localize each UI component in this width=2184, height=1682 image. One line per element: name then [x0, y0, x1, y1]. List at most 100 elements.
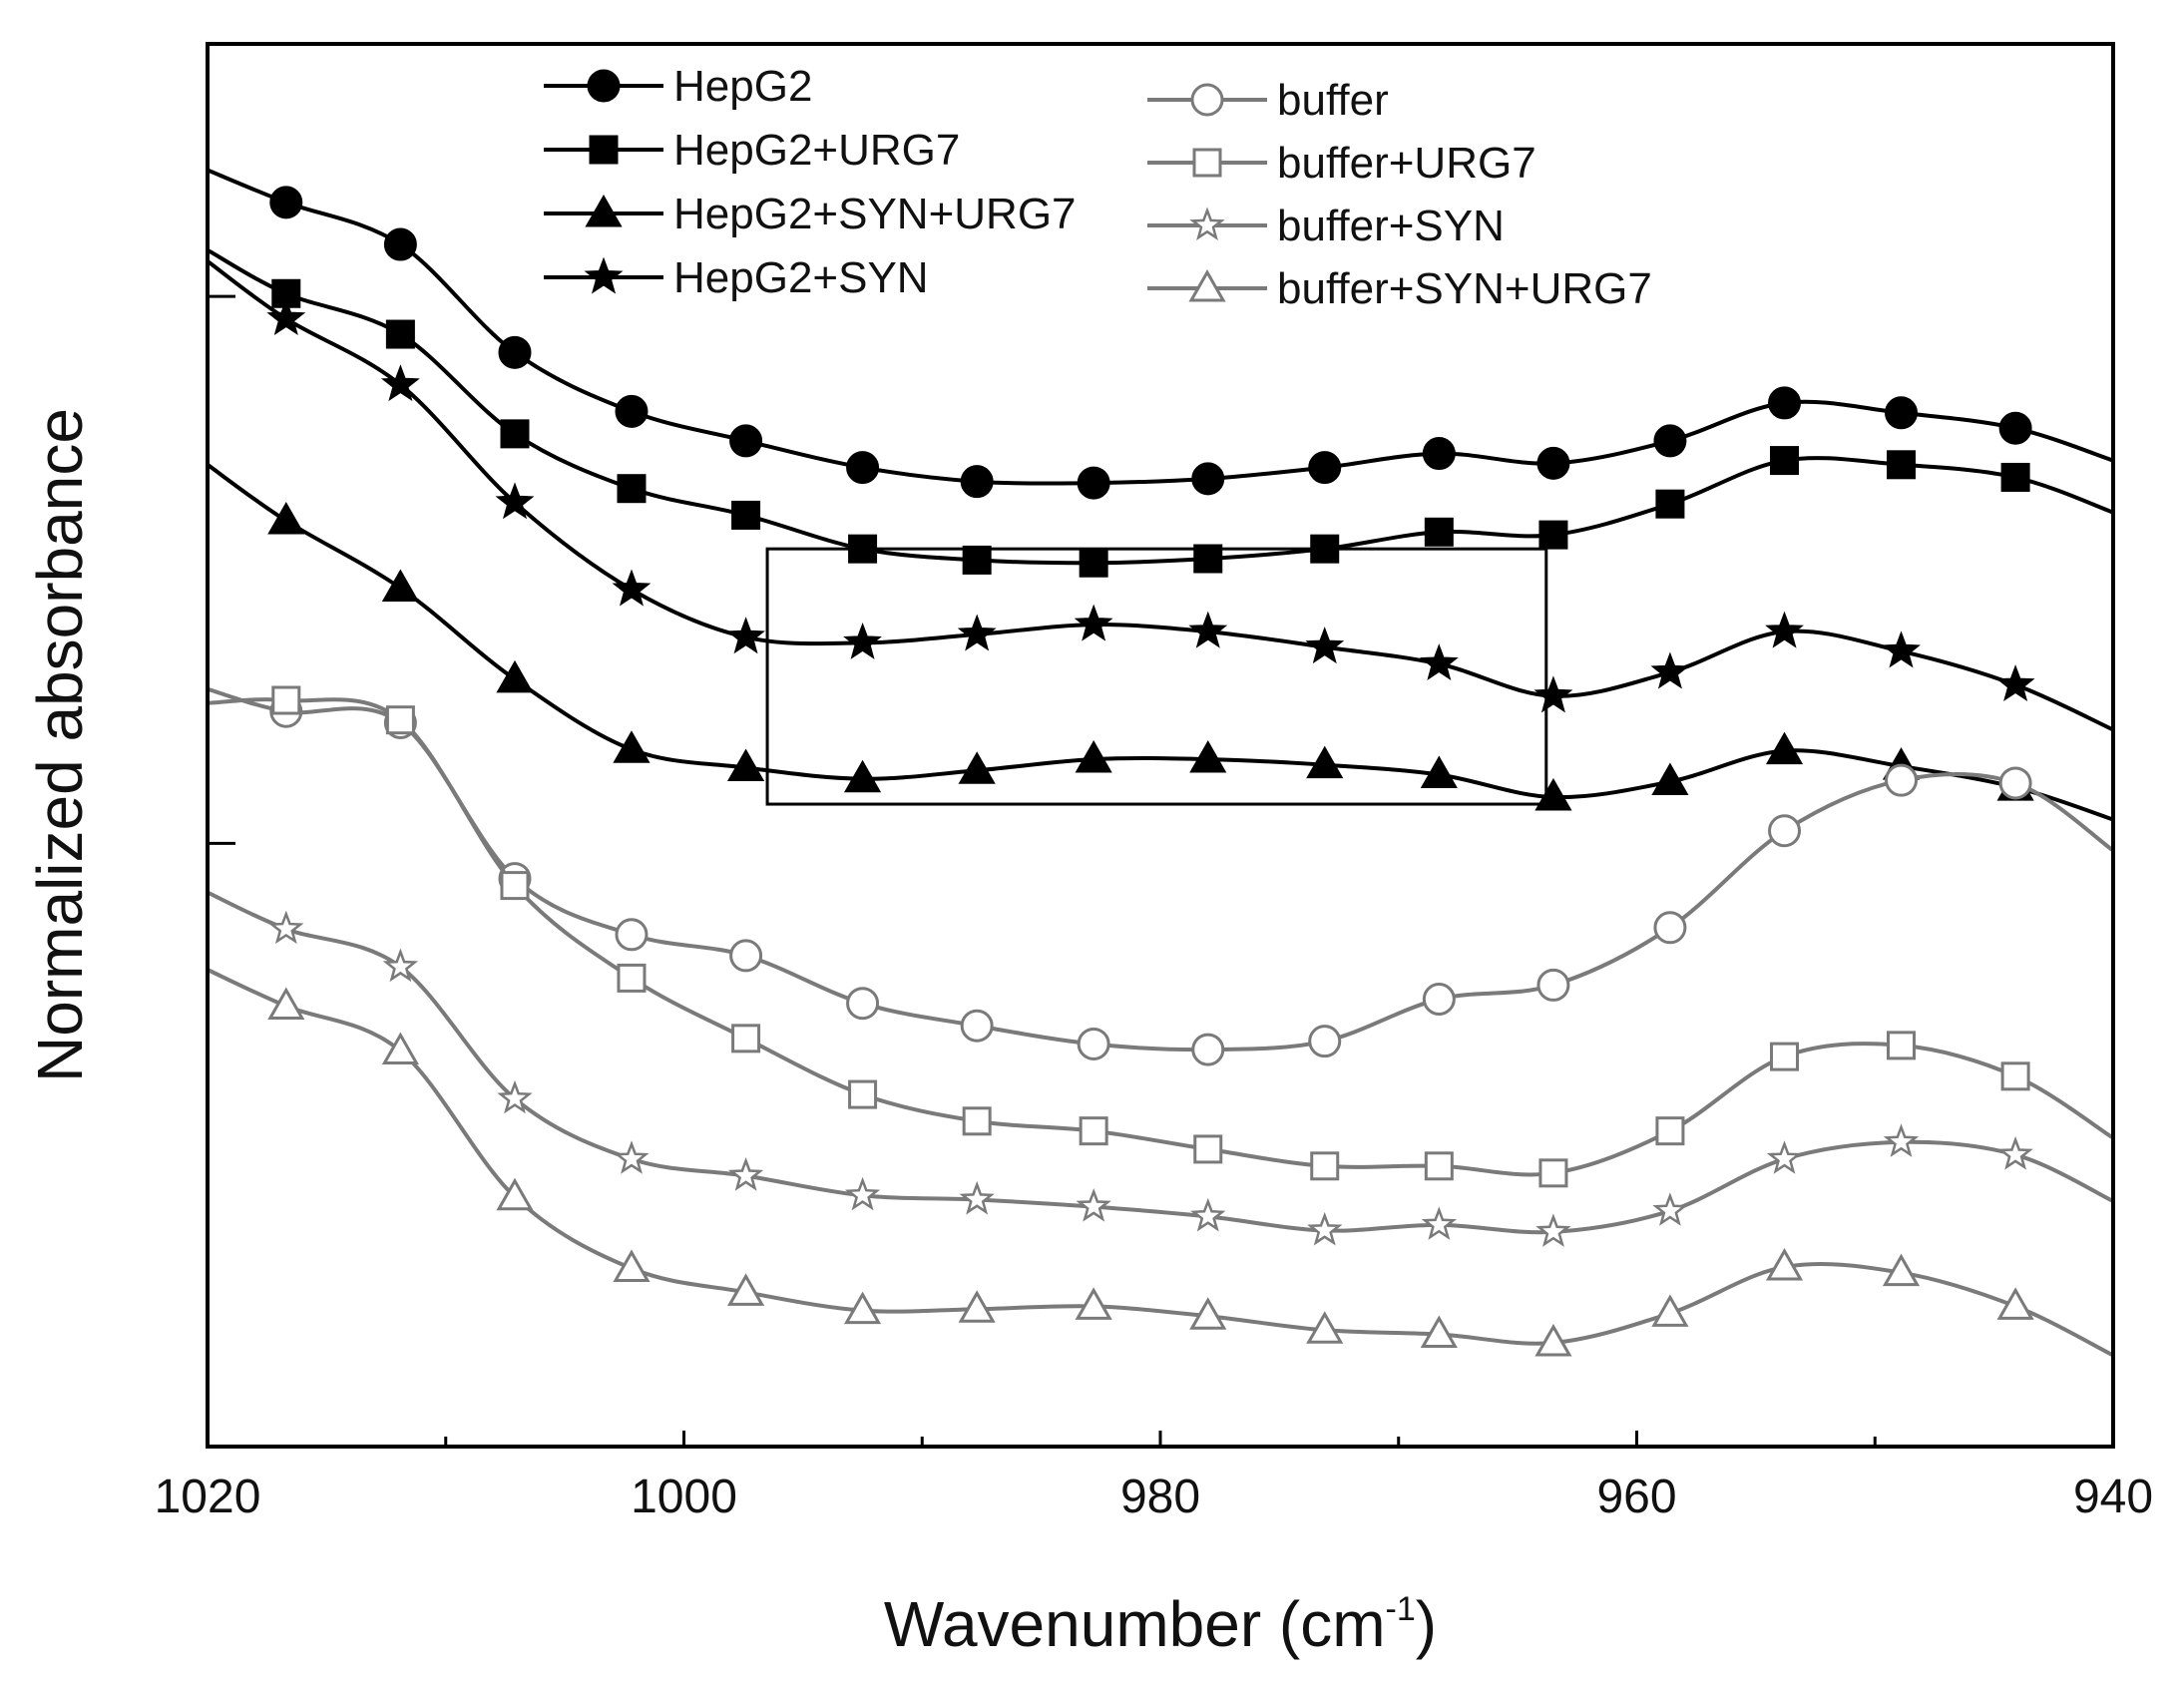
data-point [382, 948, 419, 983]
series-line [208, 259, 2113, 732]
data-point [726, 617, 765, 654]
data-point [1887, 450, 1917, 480]
data-point [731, 500, 761, 530]
data-point [960, 465, 994, 499]
data-point [1075, 1287, 1112, 1320]
data-point [1768, 386, 1802, 420]
data-point [1538, 520, 1568, 550]
data-point [1996, 1287, 2034, 1320]
legend-marker [585, 194, 623, 227]
x-axis-title: Wavenumber (cm-1) [884, 1588, 1437, 1660]
data-point [268, 910, 304, 945]
series-2 [208, 463, 2113, 822]
legend-entry: buffer+SYN [1147, 202, 1505, 250]
x-tick-label: 1020 [155, 1471, 261, 1523]
legend-label: HepG2+URG7 [673, 126, 960, 175]
data-point [729, 939, 763, 973]
data-point [1420, 755, 1458, 789]
data-point [1075, 740, 1112, 773]
data-point [615, 918, 649, 952]
x-axis-title-close: ) [1416, 1588, 1437, 1660]
data-point [731, 1024, 761, 1053]
series-7 [208, 968, 2113, 1358]
data-point [1885, 763, 1919, 797]
data-point [1655, 489, 1685, 519]
data-point [959, 1180, 995, 1215]
legend-entry: HepG2+SYN+URG7 [544, 190, 1077, 238]
legend-label: buffer+URG7 [1277, 139, 1536, 188]
data-point [495, 482, 535, 520]
data-point [1534, 1323, 1572, 1357]
data-point [846, 987, 880, 1021]
legend-label: HepG2 [673, 62, 812, 111]
data-point [496, 659, 534, 693]
data-point [1420, 1315, 1458, 1349]
legend-label: buffer [1277, 76, 1389, 125]
data-point [1535, 1213, 1571, 1247]
data-point [1191, 1033, 1225, 1066]
data-point [844, 1176, 881, 1211]
data-point [1768, 814, 1802, 848]
data-point [1882, 631, 1921, 668]
legend-label: buffer+SYN+URG7 [1277, 264, 1652, 313]
data-point [1422, 982, 1456, 1016]
data-point [1074, 604, 1113, 641]
series-6 [208, 890, 2113, 1247]
data-point [957, 614, 997, 651]
data-point [1076, 1188, 1111, 1222]
data-point [726, 748, 765, 781]
data-point [1305, 627, 1345, 664]
data-point [1190, 1197, 1226, 1232]
legend-marker [1188, 268, 1226, 302]
series-line [208, 463, 2113, 822]
x-axis-title-superscript: -1 [1386, 1590, 1416, 1628]
data-point [848, 1079, 878, 1109]
series-line [208, 697, 2113, 1177]
data-point [496, 1177, 534, 1211]
series-line [208, 168, 2113, 486]
data-point [1995, 664, 2035, 702]
annotation-box [765, 547, 1548, 806]
data-point [843, 759, 882, 793]
x-axis-title-main: Wavenumber (cm [884, 1588, 1386, 1660]
data-point [1998, 766, 2032, 800]
data-point [1651, 1294, 1689, 1327]
data-point [1653, 424, 1687, 458]
series-line [208, 247, 2113, 566]
data-point [1308, 1025, 1342, 1058]
series-1 [208, 247, 2113, 578]
data-point [1650, 651, 1690, 689]
data-point [1189, 1297, 1227, 1330]
data-point [958, 751, 996, 784]
data-point [1310, 1151, 1340, 1181]
data-point [1079, 1116, 1108, 1146]
legend-marker [1190, 83, 1224, 117]
data-point [1188, 611, 1228, 648]
data-point [1766, 1140, 1803, 1174]
data-point [729, 424, 763, 458]
data-point [497, 1079, 533, 1114]
series-line [208, 890, 2113, 1235]
data-point [1882, 1253, 1921, 1287]
series-layer [208, 168, 2113, 1358]
data-point [1536, 446, 1570, 480]
data-point [271, 685, 301, 715]
data-point [1421, 1206, 1458, 1240]
data-point [2000, 462, 2030, 492]
data-point [1770, 1042, 1800, 1071]
data-point [1306, 1311, 1344, 1344]
data-point [498, 335, 532, 369]
legend-marker [1189, 207, 1225, 240]
legend-entry: HepG2+URG7 [544, 126, 960, 175]
data-point [1077, 466, 1110, 500]
legend: HepG2 HepG2+URG7 HepG2+SYN+URG7 HepG2+SYN bu… [544, 62, 1652, 313]
series-line [208, 968, 2113, 1358]
plot-frame [206, 42, 2115, 1449]
data-point [1652, 1192, 1688, 1226]
x-tick-label: 980 [1120, 1471, 1200, 1523]
data-point [381, 569, 419, 603]
data-point [1885, 396, 1919, 430]
y-axis-title: Normalized absorbance [24, 408, 96, 1082]
legend-entry: HepG2+SYN [544, 253, 929, 302]
